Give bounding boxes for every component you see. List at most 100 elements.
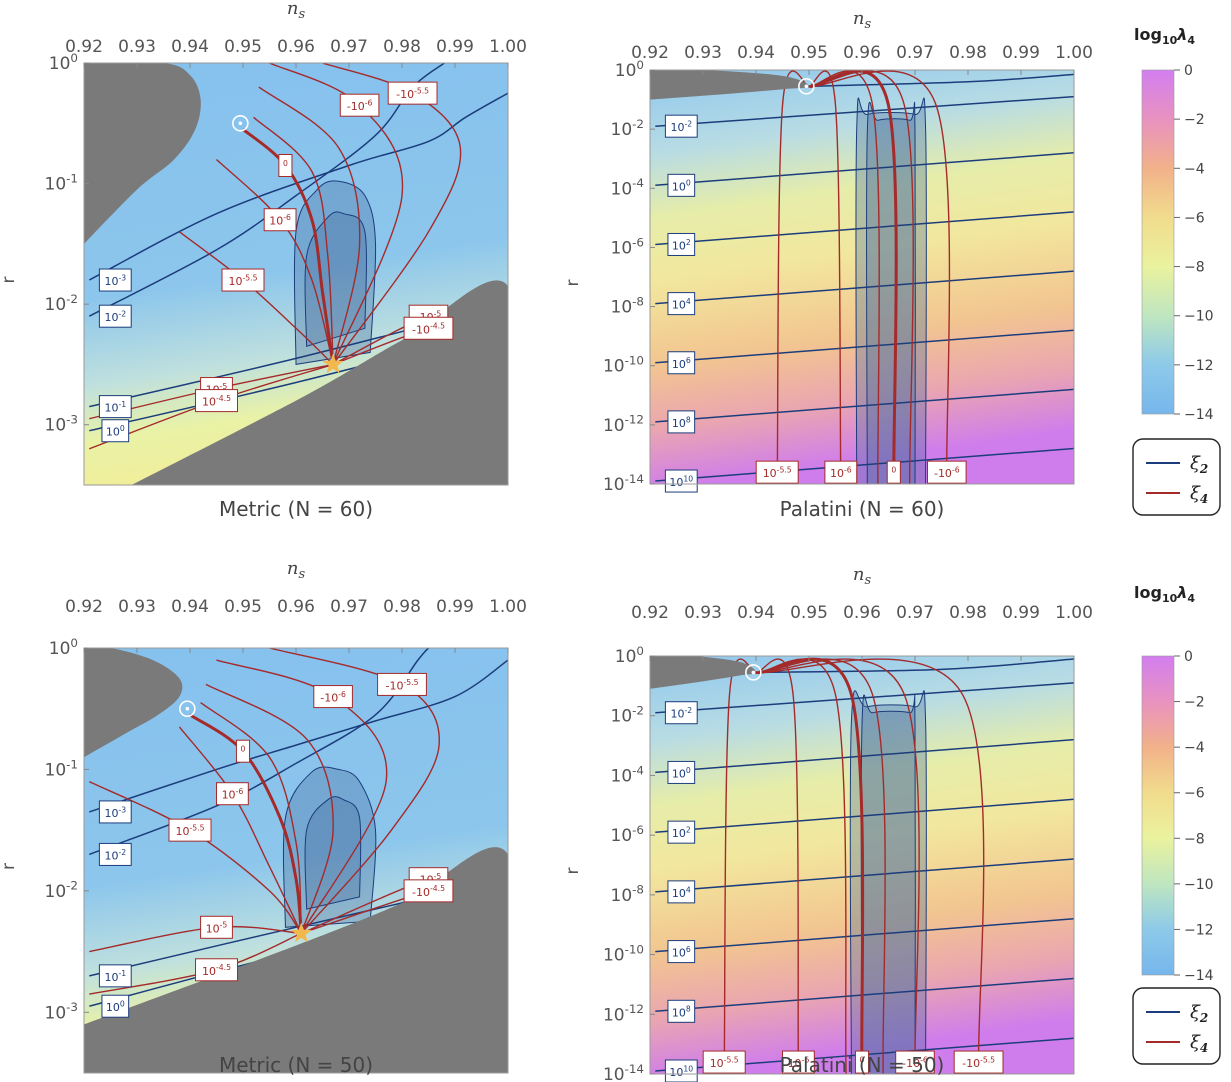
panel-title: Palatini (N = 50) [780, 1053, 945, 1077]
xi4-label-box [339, 93, 380, 117]
xi4-label-box [403, 879, 454, 903]
xi4-label-text: -10-6 [320, 690, 346, 705]
xi2-label-box [667, 232, 696, 256]
xi2-label-text: 100 [672, 179, 691, 194]
xi2-label-box [98, 304, 132, 328]
xi4-label-box [263, 208, 297, 232]
xi2-contour [89, 659, 508, 813]
xi2-contour [88, 92, 508, 281]
y-tick-label: 10-6 [611, 235, 645, 258]
xi4-label-box [824, 460, 858, 484]
xi4-label-text: 10-5.5 [763, 466, 792, 481]
xi4-contour [808, 70, 842, 484]
xi2-label-box [664, 1059, 698, 1082]
xi4-label-text: -10-5.5 [386, 678, 419, 693]
xi4-label: 0 [854, 1050, 870, 1074]
xi4-contour [755, 658, 886, 1074]
x-tick-label: 0.98 [949, 43, 987, 63]
colorbar-tick-label: −6 [1184, 786, 1205, 802]
xi4-label: -10-4.5 [403, 879, 454, 903]
xi2-label-text: 10-1 [104, 400, 126, 415]
xi4-label-box [403, 316, 454, 340]
colorbar-tick-label: −14 [1184, 407, 1214, 423]
x-tick-label: 0.98 [383, 597, 421, 617]
xi4-label-text: 10-6 [788, 1055, 810, 1070]
x-tick-label: 0.95 [790, 603, 828, 623]
y-axis-title: r [0, 863, 19, 870]
y-tick-label: 10-1 [45, 757, 79, 780]
xi2-label-text: 106 [672, 945, 691, 960]
xi4-contour [755, 657, 865, 1074]
xi4-label-box [854, 1050, 870, 1074]
xi4-contour [200, 702, 302, 934]
xi4-label: 10-5.5 [168, 818, 212, 842]
colorbar-tick-label: 0 [1184, 649, 1193, 665]
panel-title: Metric (N = 50) [219, 1053, 373, 1077]
colorbar-tick-label: −8 [1184, 831, 1205, 847]
xi4-label: 10-6 [216, 782, 249, 806]
x-tick-label: 0.99 [1002, 603, 1040, 623]
xi4-contour [269, 648, 440, 934]
y-tick-label: 10-4 [611, 176, 645, 199]
xi2-label-box [98, 964, 132, 988]
xi4-contour [216, 158, 334, 365]
xi2-label-text: 102 [672, 826, 691, 841]
colorbar-bar [1141, 69, 1175, 415]
excluded-region [84, 847, 508, 1073]
y-tick-label: 10-8 [611, 883, 645, 906]
y-tick-label: 100 [615, 58, 644, 81]
xi2-label: 1010 [664, 1059, 698, 1082]
colorbar-tick-label: −2 [1184, 695, 1205, 711]
xi2-label-box [667, 880, 696, 904]
xi4-contour [242, 128, 335, 365]
xi4-contour [808, 70, 898, 484]
xi2-label-box [101, 419, 130, 443]
x-tick-label: 0.94 [737, 603, 775, 623]
y-tick-label: 10-10 [603, 942, 644, 965]
colorbar-tick-label: −12 [1184, 358, 1214, 374]
xi4-contour [178, 231, 334, 365]
x-axis-title: ns [853, 564, 872, 588]
xi4-contour [808, 70, 914, 484]
x-tick-label: 0.92 [65, 37, 103, 57]
x-tick-label: 0.94 [171, 597, 209, 617]
y-tick-label: 10-14 [603, 472, 644, 495]
y-tick-label: 10-12 [603, 413, 644, 436]
excluded-region [650, 656, 756, 689]
x-tick-label: 0.95 [790, 43, 828, 63]
x-tick-label: 0.95 [224, 597, 262, 617]
y-tick-label: 100 [49, 636, 78, 659]
xi4-label: 10-5.5 [221, 268, 265, 292]
xi4-label-text: -10-4.5 [412, 322, 445, 337]
xi4-label-text: 10-6 [269, 213, 291, 228]
circle-marker [745, 664, 762, 681]
xi2-label-text: 100 [106, 424, 125, 439]
xi2-label-text: 108 [672, 415, 691, 430]
xi4-contour [755, 658, 800, 1074]
xi4-label: 10-6 [263, 208, 297, 232]
xi4-label-box [195, 958, 238, 982]
excluded-region [84, 648, 183, 758]
xi2-label: 10-3 [98, 800, 132, 824]
xi4-label-box [200, 915, 233, 939]
chart-panel: 10-3 10-2 10-1 100 0 -10-6 -10-5.5 10-6 10-5.5 10… [0, 0, 527, 521]
x-tick-label: 0.93 [684, 43, 722, 63]
y-tick-label: 10-4 [611, 763, 645, 786]
xi2-label-box [667, 410, 696, 434]
x-tick-label: 0.97 [896, 603, 934, 623]
legend-label: ξ4 [1190, 483, 1208, 506]
xi2-label: 10-2 [664, 701, 698, 725]
xi4-label-text: 10-5.5 [176, 824, 205, 839]
x-tick-label: 0.97 [896, 43, 934, 63]
circle-marker-dot [804, 84, 809, 89]
y-tick-label: 10-2 [45, 292, 79, 315]
xi4-label-box [195, 389, 238, 413]
colorbar-tick-label: −4 [1184, 740, 1205, 756]
y-tick-label: 10-8 [611, 294, 645, 317]
y-axis-title: r [0, 277, 19, 284]
chart-panel: 10-3 10-2 10-1 100 0 -10-6 -10-5.5 10-6 10-5.5 10… [0, 558, 527, 1077]
xi4-label-box [221, 268, 265, 292]
xi4-label-text: 10-5.5 [229, 273, 258, 288]
